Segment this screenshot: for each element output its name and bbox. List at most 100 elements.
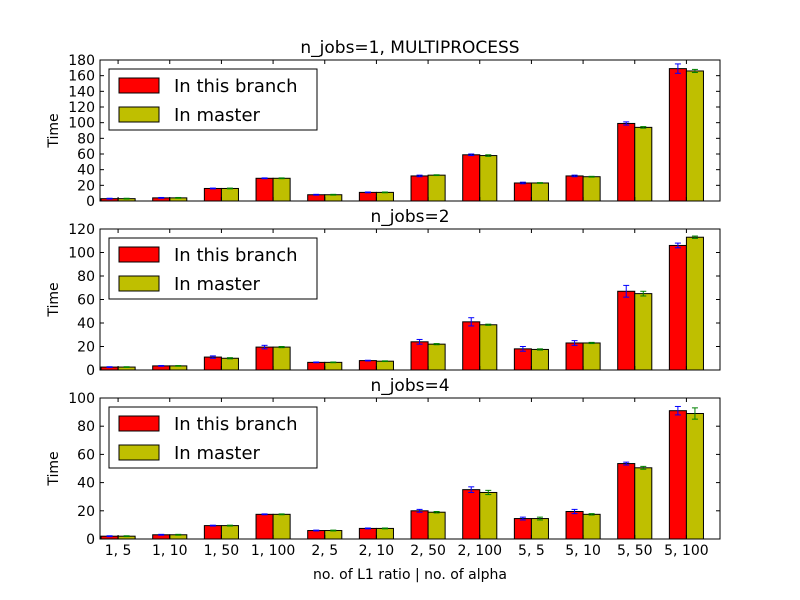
bar — [530, 518, 549, 540]
x-tick-label: 1, 10 — [152, 543, 188, 559]
bar — [358, 527, 377, 540]
x-tick-label: 2, 5 — [311, 543, 338, 559]
bar — [427, 174, 446, 202]
bar — [203, 187, 222, 202]
bar — [617, 463, 636, 540]
bar — [272, 346, 291, 371]
bar — [410, 341, 429, 371]
bar — [220, 525, 239, 540]
bar — [324, 194, 343, 202]
bar — [685, 70, 704, 202]
bar — [307, 194, 326, 202]
bar — [462, 154, 481, 202]
panel-title: n_jobs=2 — [370, 207, 449, 227]
legend-label: In this branch — [174, 245, 298, 266]
bar — [324, 530, 343, 540]
y-tick-label: 40 — [77, 476, 95, 492]
x-axis-label: no. of L1 ratio | no. of alpha — [313, 567, 507, 583]
bar — [479, 155, 498, 202]
bar — [462, 321, 481, 371]
y-tick-label: 120 — [68, 222, 95, 238]
bar — [530, 348, 549, 371]
bar — [255, 513, 274, 540]
y-tick-label: 0 — [86, 363, 95, 379]
y-tick-label: 100 — [68, 246, 95, 262]
bar — [324, 361, 343, 371]
bar — [255, 346, 274, 371]
bar — [220, 187, 239, 202]
y-axis-label: Time — [46, 451, 62, 486]
bar — [272, 513, 291, 540]
y-tick-label: 120 — [68, 100, 95, 116]
legend-label: In master — [174, 274, 261, 295]
y-tick-label: 0 — [86, 194, 95, 210]
x-tick-label: 5, 5 — [518, 543, 545, 559]
x-tick-label: 2, 100 — [457, 543, 502, 559]
y-tick-label: 80 — [77, 419, 95, 435]
bar — [203, 356, 222, 371]
y-tick-label: 180 — [68, 53, 95, 69]
y-tick-label: 20 — [77, 178, 95, 194]
legend-swatch — [118, 106, 160, 123]
x-tick-label: 2, 10 — [359, 543, 395, 559]
y-tick-label: 60 — [77, 293, 95, 309]
bar — [685, 413, 704, 540]
y-tick-label: 60 — [77, 147, 95, 163]
x-tick-label: 1, 100 — [251, 543, 296, 559]
bar — [513, 348, 532, 371]
bar — [479, 324, 498, 371]
bar — [479, 491, 498, 540]
y-axis-label: Time — [46, 113, 62, 148]
bar — [582, 513, 601, 540]
bar — [617, 290, 636, 371]
y-tick-label: 0 — [86, 532, 95, 548]
bar — [668, 244, 687, 371]
axes-frame — [99, 59, 721, 202]
bar — [462, 489, 481, 540]
bar — [513, 182, 532, 202]
panel-3: n_jobs=4 0 20 40 60 80 100 1, 5 1, 10 1, 50 1, 100… — [46, 376, 721, 559]
legend-swatch — [118, 415, 160, 432]
bar — [375, 191, 394, 202]
bar — [358, 191, 377, 202]
bar — [307, 530, 326, 540]
panel-2: n_jobs=2 0 20 40 60 80 100 120 Time In this branc… — [46, 207, 721, 379]
legend-label: In master — [174, 105, 261, 126]
x-tick-label: 1, 5 — [105, 543, 132, 559]
y-tick-label: 100 — [68, 116, 95, 132]
bar — [582, 342, 601, 371]
bar — [582, 176, 601, 202]
panel-title: n_jobs=4 — [370, 376, 449, 396]
bar — [634, 293, 653, 371]
y-tick-label: 160 — [68, 69, 95, 85]
bar — [272, 177, 291, 202]
panel-1: n_jobs=1, MULTIPROCESS 020406080100120140… — [46, 38, 721, 210]
y-tick-label: 80 — [77, 131, 95, 147]
x-tick-label: 5, 10 — [565, 543, 601, 559]
x-tick-label: 2, 50 — [410, 543, 446, 559]
bar — [358, 360, 377, 371]
bar — [375, 527, 394, 540]
bar — [617, 122, 636, 202]
y-tick-label: 20 — [77, 504, 95, 520]
x-tick-label: 1, 50 — [204, 543, 240, 559]
y-tick-label: 40 — [77, 316, 95, 332]
bar — [530, 182, 549, 202]
legend-swatch — [118, 444, 160, 461]
bar — [565, 511, 584, 540]
legend-swatch — [118, 275, 160, 292]
legend: In this branch In master — [108, 406, 318, 469]
bar — [220, 357, 239, 371]
y-axis-label: Time — [46, 282, 62, 317]
legend-label: In this branch — [174, 414, 298, 435]
legend-swatch — [118, 77, 160, 94]
bar — [513, 518, 532, 540]
legend-label: In this branch — [174, 76, 298, 97]
legend-swatch — [118, 246, 160, 263]
bar — [427, 343, 446, 371]
y-tick-label: 20 — [77, 340, 95, 356]
y-tick-label: 40 — [77, 163, 95, 179]
bar — [634, 467, 653, 540]
x-tick-label: 5, 100 — [664, 543, 709, 559]
legend: In this branch In master — [108, 237, 318, 300]
